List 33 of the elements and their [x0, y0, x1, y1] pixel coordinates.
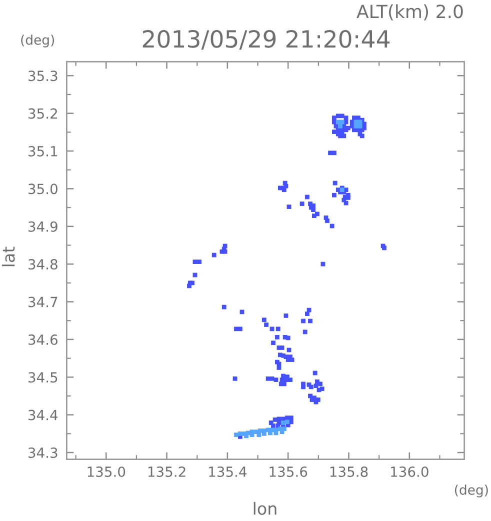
point: [256, 432, 262, 437]
x-tick-label: 135.0: [88, 466, 126, 477]
y-tick-label: 34.5: [28, 372, 58, 383]
point: [338, 124, 342, 128]
y-tick-label: 34.7: [28, 296, 58, 308]
x-tick-label: 136.0: [391, 466, 428, 477]
y-tick-label: 34.8: [28, 259, 58, 270]
point: [354, 124, 358, 128]
y-tick-label: 34.4: [28, 410, 58, 420]
point: [340, 120, 344, 124]
point: [238, 431, 242, 436]
x-tick-label: 135.6: [270, 466, 308, 477]
text: (deg): [21, 34, 54, 48]
y-tick-label: 34.9: [28, 221, 58, 232]
point: [284, 420, 290, 424]
text: (deg): [454, 484, 488, 498]
y-tick-label: 35.3: [28, 70, 58, 82]
y-tick-label: 35.1: [28, 146, 58, 156]
x-tick-label: 135.2: [148, 466, 186, 477]
y-tick-label: 35.2: [28, 108, 57, 119]
point: [234, 432, 238, 437]
point: [274, 430, 278, 436]
y-tick-label: 35.0: [28, 184, 58, 194]
point: [281, 420, 286, 425]
x-axis-title: lon: [254, 502, 276, 515]
point: [358, 124, 362, 128]
y-tick-label: 34.6: [28, 334, 58, 345]
y-tick-label: 34.3: [28, 447, 58, 458]
chart-subtitle: ALT(km) 2.0: [356, 4, 463, 20]
chart-title: 2013/05/29 21:20:44: [142, 30, 390, 50]
x-tick-label: 135.4: [209, 466, 247, 477]
x-tick-label: 135.8: [330, 466, 368, 477]
y-axis-title: lat: [2, 246, 15, 266]
